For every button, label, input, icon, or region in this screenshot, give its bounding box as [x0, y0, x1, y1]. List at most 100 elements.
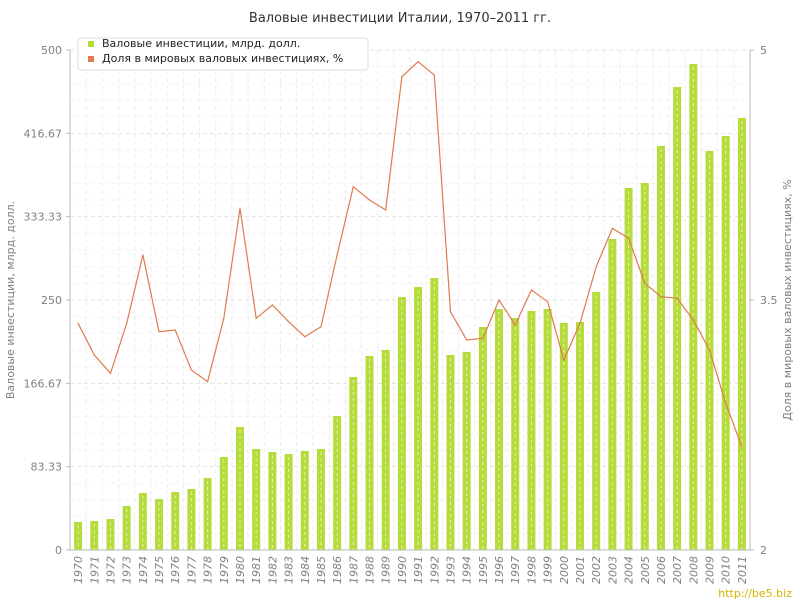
x-tick-label: 1988 [364, 556, 377, 584]
y-tick-label: 500 [41, 44, 62, 57]
y-tick-label: 250 [41, 294, 62, 307]
line-point [271, 304, 273, 306]
x-tick-label: 2008 [687, 556, 700, 584]
x-tick-label: 1998 [525, 556, 538, 584]
x-tick-label: 1970 [72, 556, 85, 584]
x-tick-label: 1976 [169, 556, 182, 584]
line-point [433, 74, 435, 76]
x-tick-label: 1977 [185, 556, 198, 584]
x-tick-label: 1992 [428, 556, 441, 584]
x-tick-label: 1975 [153, 556, 166, 584]
line-point [595, 266, 597, 268]
line-point [207, 381, 209, 383]
bar [90, 521, 99, 550]
line-point [676, 297, 678, 299]
y2-tick-label: 3.5 [760, 294, 778, 307]
x-tick-label: 1972 [104, 556, 117, 584]
bar [252, 449, 261, 550]
x-tick-label: 1981 [250, 556, 263, 584]
line-point [417, 61, 419, 63]
share-line [77, 60, 743, 447]
x-tick-label: 1980 [234, 556, 247, 584]
x-tick-label: 1978 [202, 556, 215, 584]
line-point [336, 254, 338, 256]
bar [74, 522, 83, 550]
x-tick-label: 2006 [655, 556, 668, 584]
line-point [109, 372, 112, 374]
line-point [77, 322, 79, 324]
line-point [725, 402, 727, 404]
x-tick-label: 1997 [509, 556, 522, 584]
legend: Валовые инвестиции, млрд. долл. Доля в м… [77, 37, 369, 71]
left-axis-title: Валовые инвестиции, млрд. долл. [4, 201, 17, 399]
line-point [352, 186, 354, 188]
line-point [93, 354, 95, 356]
legend-line-label: Доля в мировых валовых инвестициях, % [102, 52, 343, 65]
bar [511, 318, 520, 550]
y-tick-label: 0 [55, 544, 62, 557]
x-tick-label: 2001 [574, 556, 587, 584]
line-point [547, 301, 549, 303]
legend-line-swatch [88, 56, 94, 62]
bar [333, 416, 342, 550]
line-point [563, 359, 565, 361]
line-point [498, 299, 500, 301]
x-tick-label: 2005 [639, 556, 652, 584]
y2-tick-label: 2 [760, 544, 767, 557]
line-point [530, 289, 533, 291]
bar [543, 309, 552, 550]
legend-bar-swatch [88, 41, 94, 47]
x-tick-label: 1989 [380, 556, 393, 584]
bar [446, 355, 455, 550]
x-tick-label: 1986 [331, 556, 344, 584]
bar [365, 356, 374, 550]
bar [316, 449, 325, 550]
line-point [255, 317, 257, 319]
line-point [368, 199, 371, 201]
x-tick-label: 1983 [283, 556, 296, 584]
line-point [579, 322, 581, 324]
x-tick-label: 2009 [704, 556, 717, 584]
bar [300, 451, 309, 550]
x-tick-label: 1996 [493, 556, 506, 584]
line-point [692, 319, 694, 321]
x-tick-label: 1999 [542, 556, 555, 584]
bar [268, 452, 277, 550]
x-tick-label: 1993 [444, 556, 457, 584]
y-tick-label: 416.67 [24, 127, 63, 140]
line-point [514, 324, 516, 326]
legend-bar-label: Валовые инвестиции, млрд. долл. [102, 37, 300, 50]
chart-title: Валовые инвестиции Италии, 1970–2011 гг. [249, 11, 551, 26]
y-tick-label: 83.33 [31, 461, 63, 474]
x-tick-label: 2010 [720, 556, 733, 584]
x-tick-label: 1990 [396, 556, 409, 584]
line-point [158, 331, 160, 333]
x-tick-label: 1984 [299, 556, 312, 584]
x-tick-label: 1991 [412, 556, 425, 584]
x-tick-label: 1985 [315, 556, 328, 584]
line-point [466, 339, 468, 341]
line-point [304, 336, 306, 338]
line-point [644, 282, 646, 284]
x-tick-label: 1987 [347, 556, 360, 584]
line-point [741, 446, 743, 448]
line-point [174, 329, 176, 331]
x-tick-label: 2003 [606, 556, 619, 584]
line-point [126, 322, 128, 324]
y2-tick-label: 5 [760, 44, 767, 57]
line-point [627, 237, 630, 239]
x-tick-label: 1973 [121, 556, 134, 584]
y-tick-label: 166.67 [24, 377, 63, 390]
line-point [708, 349, 711, 351]
bar-series [74, 64, 746, 550]
x-tick-label: 1979 [218, 556, 231, 584]
line-point [223, 317, 225, 319]
x-tick-label: 1974 [137, 556, 150, 584]
left-axis-ticks: 0 83.33 166.67 250 333.33 416.67 500 [24, 44, 70, 557]
bar [236, 427, 244, 550]
line-point [190, 369, 193, 371]
bar [495, 309, 504, 550]
line-point [482, 337, 484, 339]
x-tick-label: 2004 [623, 556, 636, 584]
